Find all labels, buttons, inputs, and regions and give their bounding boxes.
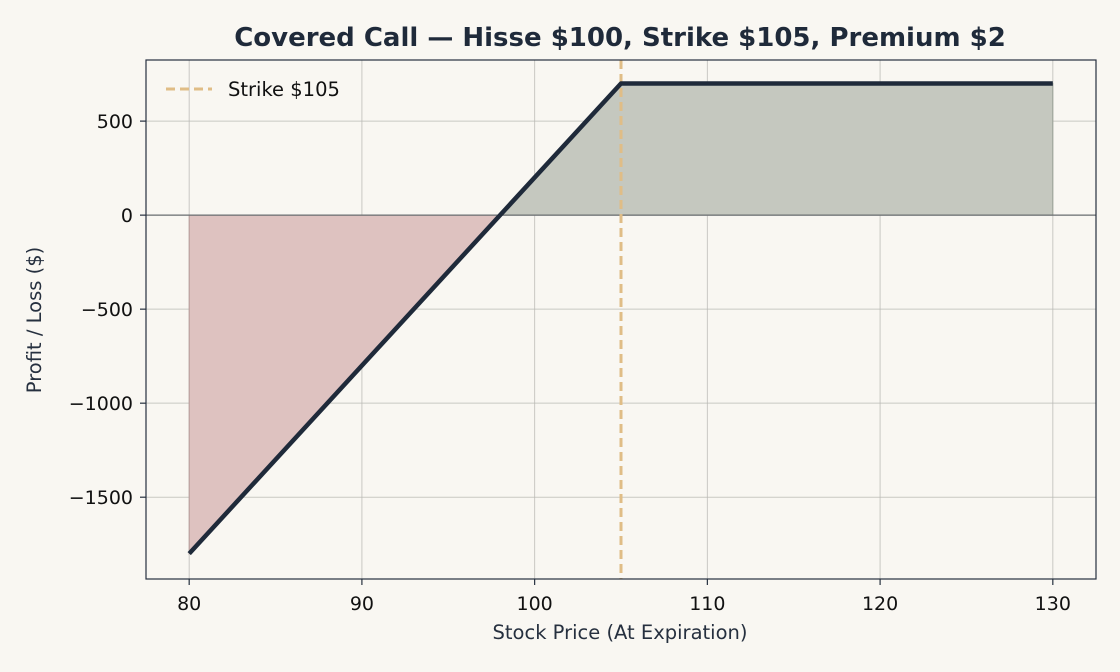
x-tick-label: 100 [517, 593, 553, 615]
legend: Strike $105 [166, 78, 340, 101]
x-tick-label: 120 [862, 593, 898, 615]
x-tick-label: 130 [1035, 593, 1071, 615]
y-tick-label: −1000 [69, 393, 133, 415]
y-tick-label: −500 [81, 299, 133, 321]
chart-title: Covered Call — Hisse $100, Strike $105, … [234, 23, 1006, 53]
y-axis-label: Profit / Loss ($) [23, 247, 46, 393]
x-axis-ticks: 80 90 100 110 120 130 [177, 579, 1071, 615]
x-tick-label: 110 [689, 593, 725, 615]
y-axis-ticks: −1500 −1000 −500 0 500 [69, 111, 146, 509]
x-axis-label: Stock Price (At Expiration) [493, 621, 748, 644]
y-tick-label: 500 [97, 111, 133, 133]
x-tick-label: 90 [350, 593, 374, 615]
legend-strike-label: Strike $105 [228, 78, 340, 101]
y-tick-label: 0 [121, 205, 133, 227]
plot-border [145, 59, 1097, 580]
x-tick-label: 80 [177, 593, 201, 615]
y-tick-label: −1500 [69, 487, 133, 509]
profit-loss-line [187, 81, 1053, 556]
